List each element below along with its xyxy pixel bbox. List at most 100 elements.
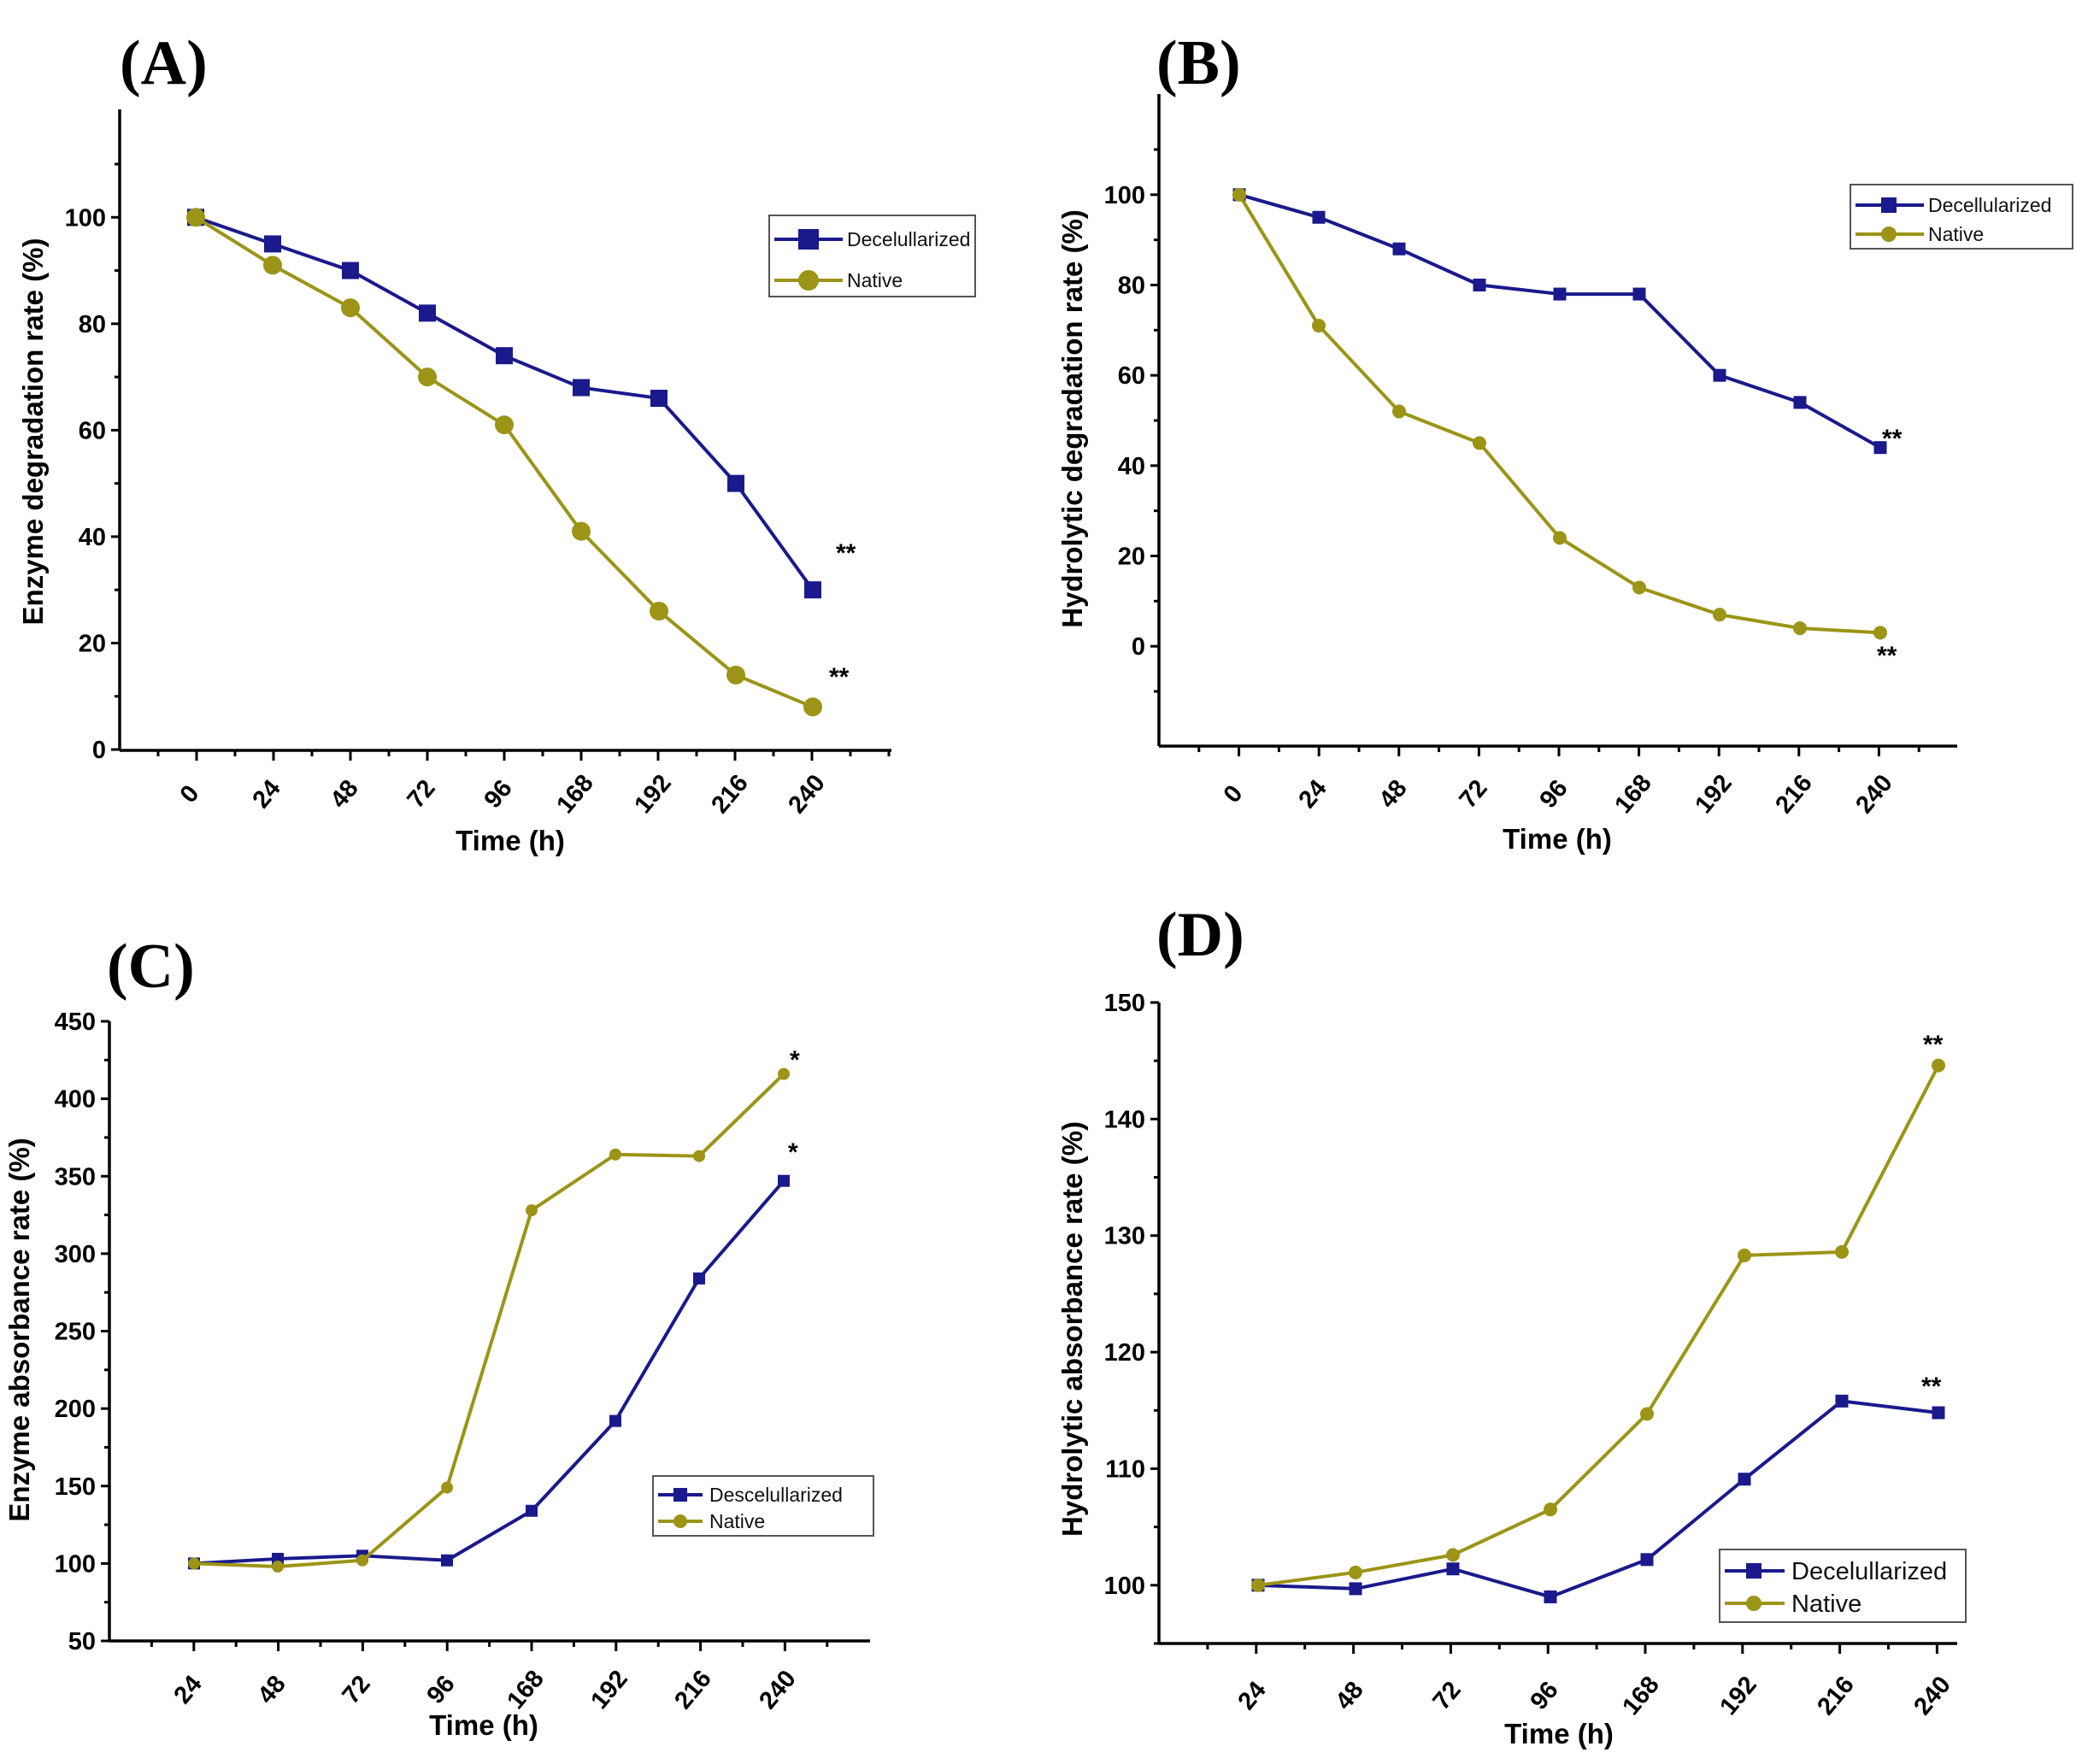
y-tick-label: 20 xyxy=(79,630,106,657)
y-axis-title: Hydrolytic absorbance rate (%) xyxy=(1056,1121,1088,1537)
panel-b: (B) Hydrolytic degradation rate (%) Time… xyxy=(1056,28,2073,855)
x-tick-label: 48 xyxy=(1373,775,1412,814)
y-tick-label: 50 xyxy=(68,1628,96,1655)
legend-label-decellularized: Decelullarized xyxy=(1791,1558,1947,1585)
x-tick-label: 96 xyxy=(1534,775,1573,814)
legend: Descelullarized Native xyxy=(652,1475,874,1537)
x-tick-label: 24 xyxy=(168,1671,207,1709)
data-point-native xyxy=(1349,1565,1362,1579)
data-point-native xyxy=(1251,1578,1265,1592)
x-axis-title: Time (h) xyxy=(456,825,565,856)
legend: Decelullarized Native xyxy=(768,215,976,297)
panel-d: (D) Hydrolytic absorbance rate (%) Time … xyxy=(1056,900,1967,1749)
data-point-native xyxy=(526,1204,538,1217)
data-point-decellularized xyxy=(1835,1394,1849,1408)
legend-marker-native xyxy=(1881,226,1897,242)
x-tick-label: 192 xyxy=(1714,1671,1762,1720)
legend-label-native: Native xyxy=(847,269,903,291)
data-point-native xyxy=(1640,1407,1654,1421)
data-point-decellularized xyxy=(1553,287,1567,301)
data-point-native xyxy=(356,1554,368,1567)
data-point-native xyxy=(1932,1058,1945,1073)
x-tick-label: 216 xyxy=(1812,1671,1860,1720)
x-tick-label: 96 xyxy=(1525,1677,1563,1715)
x-tick-label: 192 xyxy=(585,1665,633,1714)
legend-box xyxy=(1719,1549,1967,1623)
legend-marker-decellularized xyxy=(1881,197,1897,213)
y-axis-title: Hydrolytic degradation rate (%) xyxy=(1056,209,1088,628)
data-point-native xyxy=(1544,1502,1557,1517)
data-point-decellularized xyxy=(264,235,281,253)
data-point-decellularized xyxy=(1640,1553,1654,1567)
data-point-decellularized xyxy=(1349,1582,1362,1596)
y-tick-label: 350 xyxy=(55,1163,96,1191)
data-point-native xyxy=(341,298,360,318)
y-tick-label: 140 xyxy=(1104,1106,1145,1133)
y-tick-label: 100 xyxy=(55,1550,96,1578)
panel-label: (D) xyxy=(1156,900,1244,970)
y-tick-label: 100 xyxy=(1104,1573,1145,1600)
x-tick-label: 216 xyxy=(706,769,754,819)
legend: Decellularized Native xyxy=(1850,184,2073,250)
y-tick-label: 450 xyxy=(55,1008,96,1036)
x-tick-label: 240 xyxy=(1850,769,1898,819)
legend-marker-native xyxy=(673,1514,687,1528)
legend-label-decellularized: Decelullarized xyxy=(847,228,970,250)
x-tick-label: 96 xyxy=(479,775,517,814)
data-point-native xyxy=(1473,436,1486,450)
x-tick-label: 216 xyxy=(669,1665,717,1714)
data-point-native xyxy=(1446,1548,1460,1562)
data-point-decellularized xyxy=(1873,441,1887,455)
legend-marker-native xyxy=(798,270,819,291)
x-axis-title: Time (h) xyxy=(429,1709,538,1741)
data-point-decellularized xyxy=(496,347,513,365)
data-point-native xyxy=(263,256,282,275)
legend-marker-native xyxy=(1746,1596,1761,1611)
legend-marker-decellularized xyxy=(1746,1563,1761,1579)
data-point-native xyxy=(1873,626,1887,640)
data-point-decellularized xyxy=(1713,368,1726,382)
significance-native: ** xyxy=(1923,1031,1944,1059)
significance-decellularized: ** xyxy=(1882,425,1903,453)
data-point-decellularized xyxy=(1544,1590,1557,1603)
series-line-native xyxy=(193,1073,785,1568)
x-tick-label: 24 xyxy=(1232,1677,1271,1715)
series-line-native xyxy=(194,215,814,709)
x-tick-label: 48 xyxy=(325,775,363,814)
data-point-decellularized xyxy=(1392,242,1406,256)
x-tick-label: 168 xyxy=(551,769,599,819)
y-tick-label: 40 xyxy=(1118,453,1145,480)
data-point-native xyxy=(272,1561,284,1573)
data-point-decellularized xyxy=(1312,210,1326,224)
data-point-native xyxy=(778,1067,790,1080)
data-point-native xyxy=(1793,621,1807,636)
data-point-native xyxy=(693,1150,705,1162)
x-tick-label: 240 xyxy=(783,769,831,819)
legend: Decelullarized Native xyxy=(1719,1549,1967,1623)
legend-marker-decellularized xyxy=(798,229,819,250)
x-tick-label: 24 xyxy=(247,775,285,814)
data-point-native xyxy=(1835,1244,1849,1259)
data-point-decellularized xyxy=(1738,1473,1751,1486)
x-tick-label: 240 xyxy=(1908,1671,1956,1720)
data-point-native xyxy=(1632,580,1646,595)
significance-native: ** xyxy=(1877,642,1897,670)
significance-decellularized: ** xyxy=(1921,1373,1942,1401)
data-point-decellularized xyxy=(342,262,359,279)
y-tick-label: 60 xyxy=(1118,362,1145,390)
y-tick-label: 40 xyxy=(79,524,106,551)
series-line-native xyxy=(1238,193,1881,635)
x-tick-label: 192 xyxy=(629,769,677,819)
x-tick-label: 240 xyxy=(754,1665,802,1714)
series-line-decellularized xyxy=(1238,192,1881,450)
data-point-native xyxy=(1232,187,1246,202)
series-line-native xyxy=(1257,1064,1940,1587)
x-axis-title: Time (h) xyxy=(1503,823,1612,855)
data-point-decellularized xyxy=(1632,287,1646,301)
x-tick-label: 168 xyxy=(1609,769,1657,819)
y-tick-label: 0 xyxy=(92,737,106,764)
data-point-native xyxy=(1738,1248,1751,1262)
panel-label: (C) xyxy=(107,932,195,1002)
x-tick-label: 72 xyxy=(337,1671,375,1709)
legend-box xyxy=(652,1475,874,1537)
